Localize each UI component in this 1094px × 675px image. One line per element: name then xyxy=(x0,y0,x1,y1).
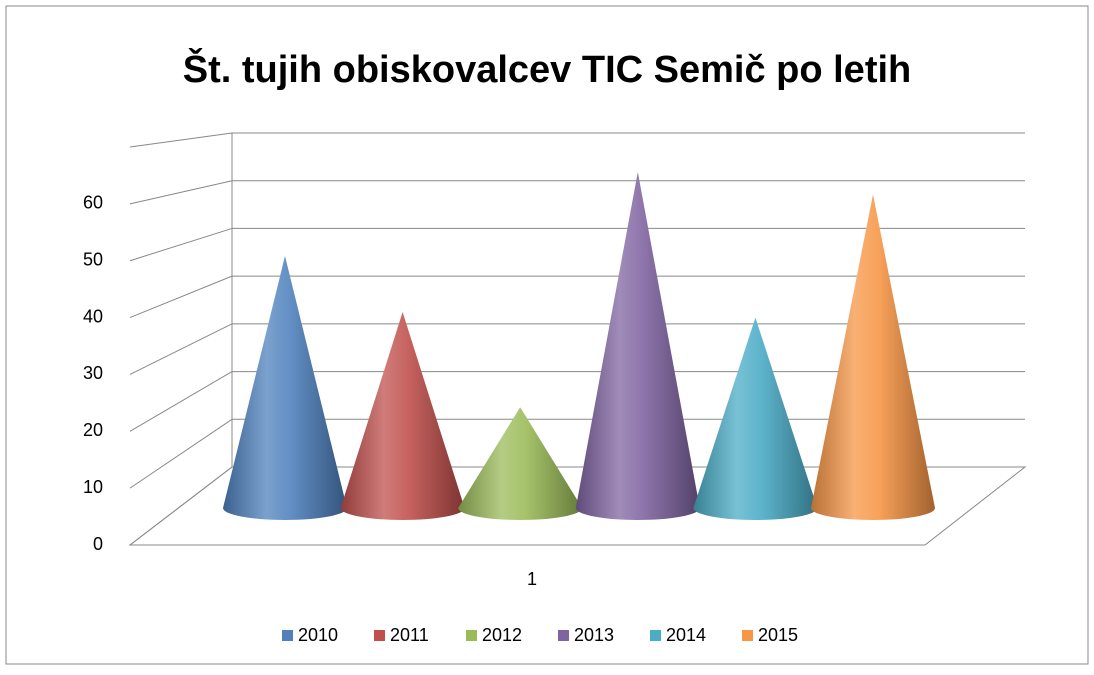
legend-label: 2011 xyxy=(390,625,429,645)
grid-line xyxy=(129,466,233,546)
legend-label: 2012 xyxy=(482,625,522,645)
grid-line xyxy=(129,371,233,432)
cone xyxy=(340,312,465,520)
cone xyxy=(223,256,347,520)
wall-top xyxy=(129,132,233,148)
grid-line xyxy=(129,275,233,319)
legend-label: 2015 xyxy=(758,625,798,645)
y-tick-label: 30 xyxy=(83,363,103,383)
grid-line xyxy=(129,227,233,262)
cone xyxy=(458,407,583,520)
y-tick-label: 20 xyxy=(83,420,103,440)
legend-swatch xyxy=(282,630,293,641)
y-tick-label: 0 xyxy=(93,534,103,554)
legend-swatch xyxy=(558,630,569,641)
cone xyxy=(811,194,935,520)
legend-label: 2013 xyxy=(574,625,614,645)
x-tick-label: 1 xyxy=(527,569,537,589)
legend-swatch xyxy=(650,630,661,641)
chart-frame xyxy=(5,5,1089,665)
cone xyxy=(575,172,700,520)
y-tick-label: 40 xyxy=(83,306,103,326)
grid-line xyxy=(129,418,233,489)
grid-line xyxy=(129,323,233,375)
cone xyxy=(693,317,818,520)
y-tick-label: 50 xyxy=(83,249,103,269)
legend-swatch xyxy=(466,630,477,641)
chart-title: Št. tujih obiskovalcev TIC Semič po leti… xyxy=(183,46,912,91)
legend-label: 2014 xyxy=(666,625,706,645)
legend-swatch xyxy=(374,630,385,641)
y-tick-label: 10 xyxy=(83,477,103,497)
y-tick-label: 60 xyxy=(83,193,103,213)
legend-swatch xyxy=(742,630,753,641)
legend-label: 2010 xyxy=(298,625,338,645)
grid-line xyxy=(129,180,233,205)
